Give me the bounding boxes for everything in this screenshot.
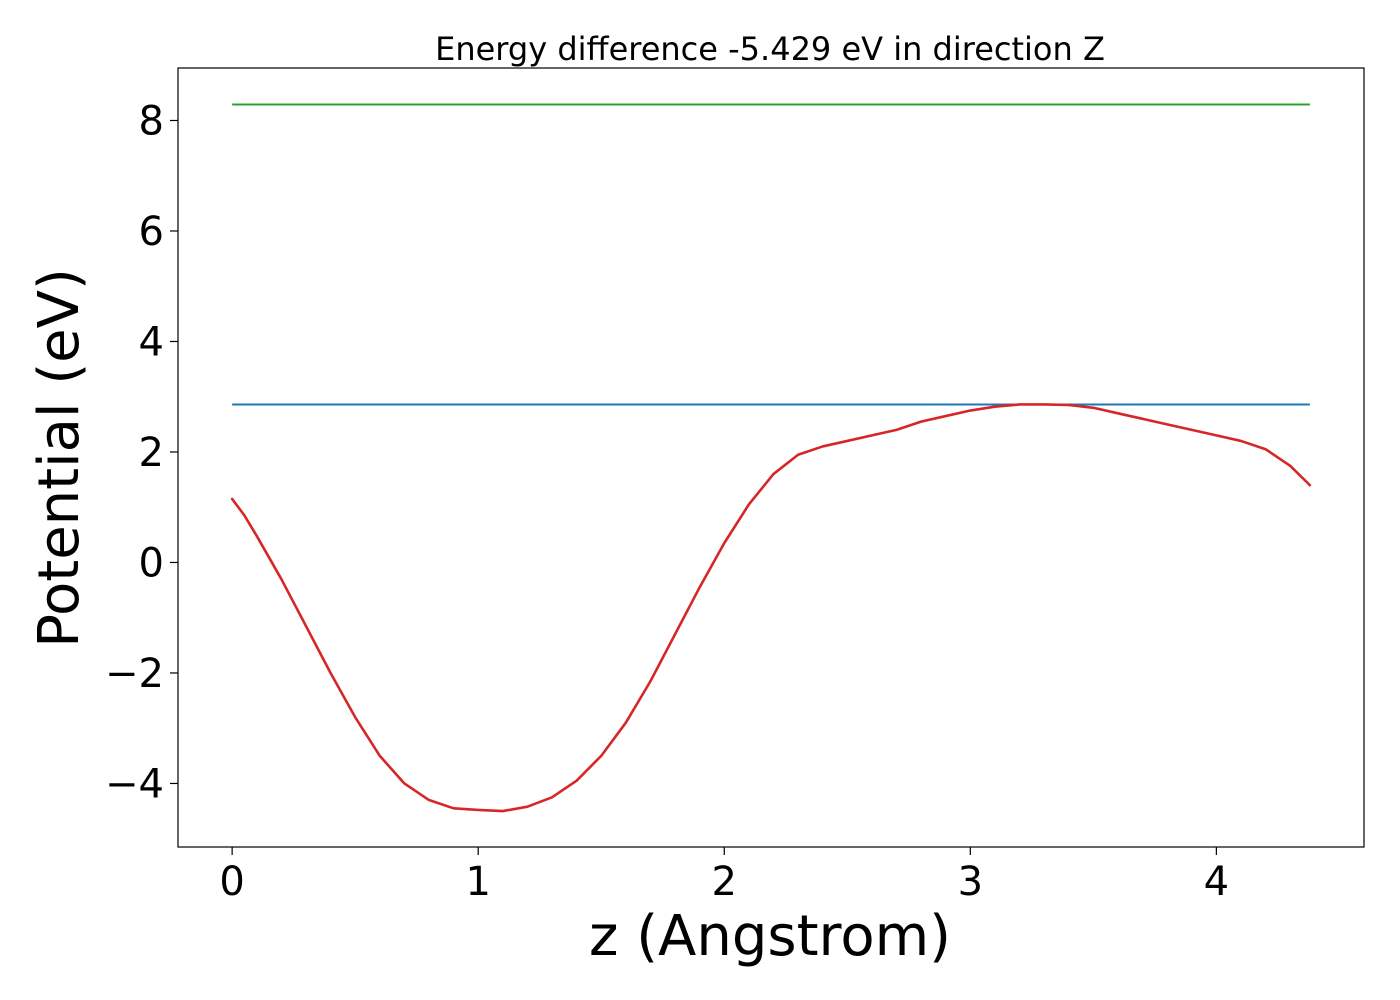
y-tick-label: 0 (139, 540, 164, 586)
plot-area (177, 67, 1365, 848)
y-tick-label: −2 (105, 651, 164, 697)
y-tick-label: −4 (105, 761, 164, 807)
plot-frame (177, 67, 1365, 848)
y-axis: −4 −2 0 2 4 6 8 (105, 98, 178, 807)
y-axis-title: Potential (eV) (27, 268, 92, 648)
x-tick-label: 3 (958, 859, 983, 905)
y-tick-label: 6 (139, 209, 164, 255)
y-tick-label: 2 (139, 430, 164, 476)
x-tick-label: 4 (1204, 859, 1229, 905)
x-axis-title: z (Angstrom) (589, 904, 951, 969)
series-group (230, 103, 1312, 813)
y-tick-label: 8 (139, 98, 164, 144)
x-axis: 0 1 2 3 4 (219, 847, 1229, 905)
x-tick-label: 2 (712, 859, 737, 905)
y-tick-label: 4 (139, 319, 164, 365)
series-3-line (230, 403, 1312, 813)
x-tick-label: 1 (465, 859, 490, 905)
chart-title: Energy difference -5.429 eV in direction… (435, 30, 1105, 68)
x-tick-label: 0 (219, 859, 244, 905)
